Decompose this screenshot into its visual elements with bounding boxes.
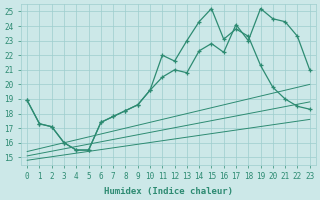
X-axis label: Humidex (Indice chaleur): Humidex (Indice chaleur) bbox=[104, 187, 233, 196]
